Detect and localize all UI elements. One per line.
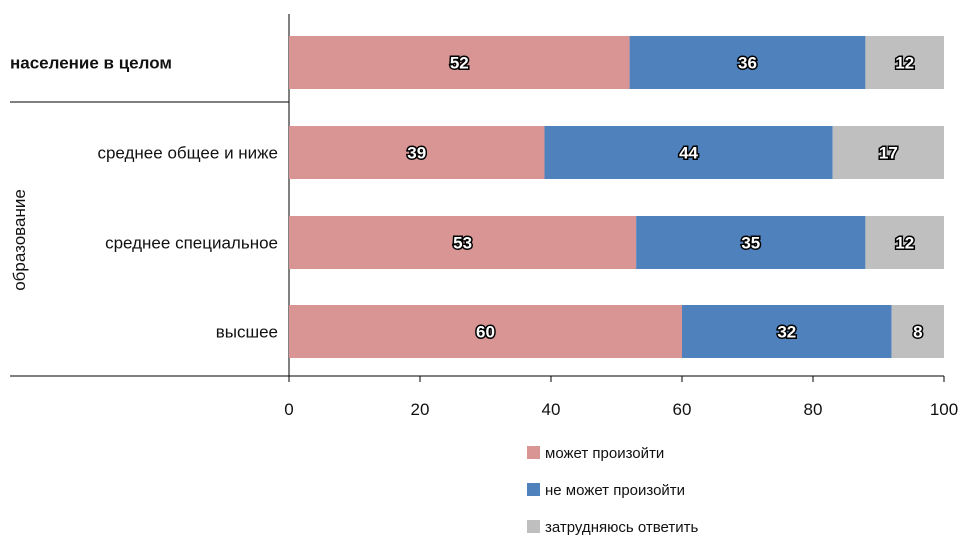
data-label: 8	[913, 323, 922, 342]
bar-segment	[289, 305, 682, 358]
data-label: 12	[895, 54, 914, 73]
data-label: 35	[741, 234, 760, 253]
category-label: среднее специальное	[105, 234, 278, 253]
bar-segment	[289, 216, 637, 269]
data-label: 12	[895, 234, 914, 253]
data-label: 44	[679, 144, 698, 163]
legend-label: затрудняюсь ответить	[545, 519, 698, 536]
legend-swatch	[527, 446, 540, 459]
group-label: образование	[10, 189, 29, 291]
legend-label: не может произойти	[545, 482, 685, 499]
data-label: 60	[476, 323, 495, 342]
data-label: 36	[738, 54, 757, 73]
legend-swatch	[527, 520, 540, 533]
legend-swatch	[527, 483, 540, 496]
x-tick-label: 100	[930, 400, 958, 419]
bar-segment	[629, 36, 866, 89]
bar-segment	[289, 36, 630, 89]
bar-segment	[891, 305, 944, 358]
bar-segment	[832, 126, 944, 179]
legend-label: может произойти	[545, 445, 664, 462]
data-label: 53	[453, 234, 472, 253]
data-label: 39	[407, 144, 426, 163]
x-tick-label: 60	[673, 400, 692, 419]
x-tick-label: 0	[284, 400, 293, 419]
category-label: население в целом	[10, 54, 172, 73]
data-label: 52	[450, 54, 469, 73]
x-tick-label: 20	[411, 400, 430, 419]
bar-segment	[865, 216, 944, 269]
bar-segment	[636, 216, 866, 269]
bar-segment	[289, 126, 545, 179]
data-label: 17	[879, 144, 898, 163]
data-label: 32	[777, 323, 796, 342]
category-label: высшее	[216, 323, 278, 342]
bar-segment	[682, 305, 892, 358]
bar-segment	[865, 36, 944, 89]
category-label: среднее общее и ниже	[97, 144, 278, 163]
x-tick-label: 40	[542, 400, 561, 419]
x-tick-label: 80	[804, 400, 823, 419]
bar-segment	[544, 126, 833, 179]
